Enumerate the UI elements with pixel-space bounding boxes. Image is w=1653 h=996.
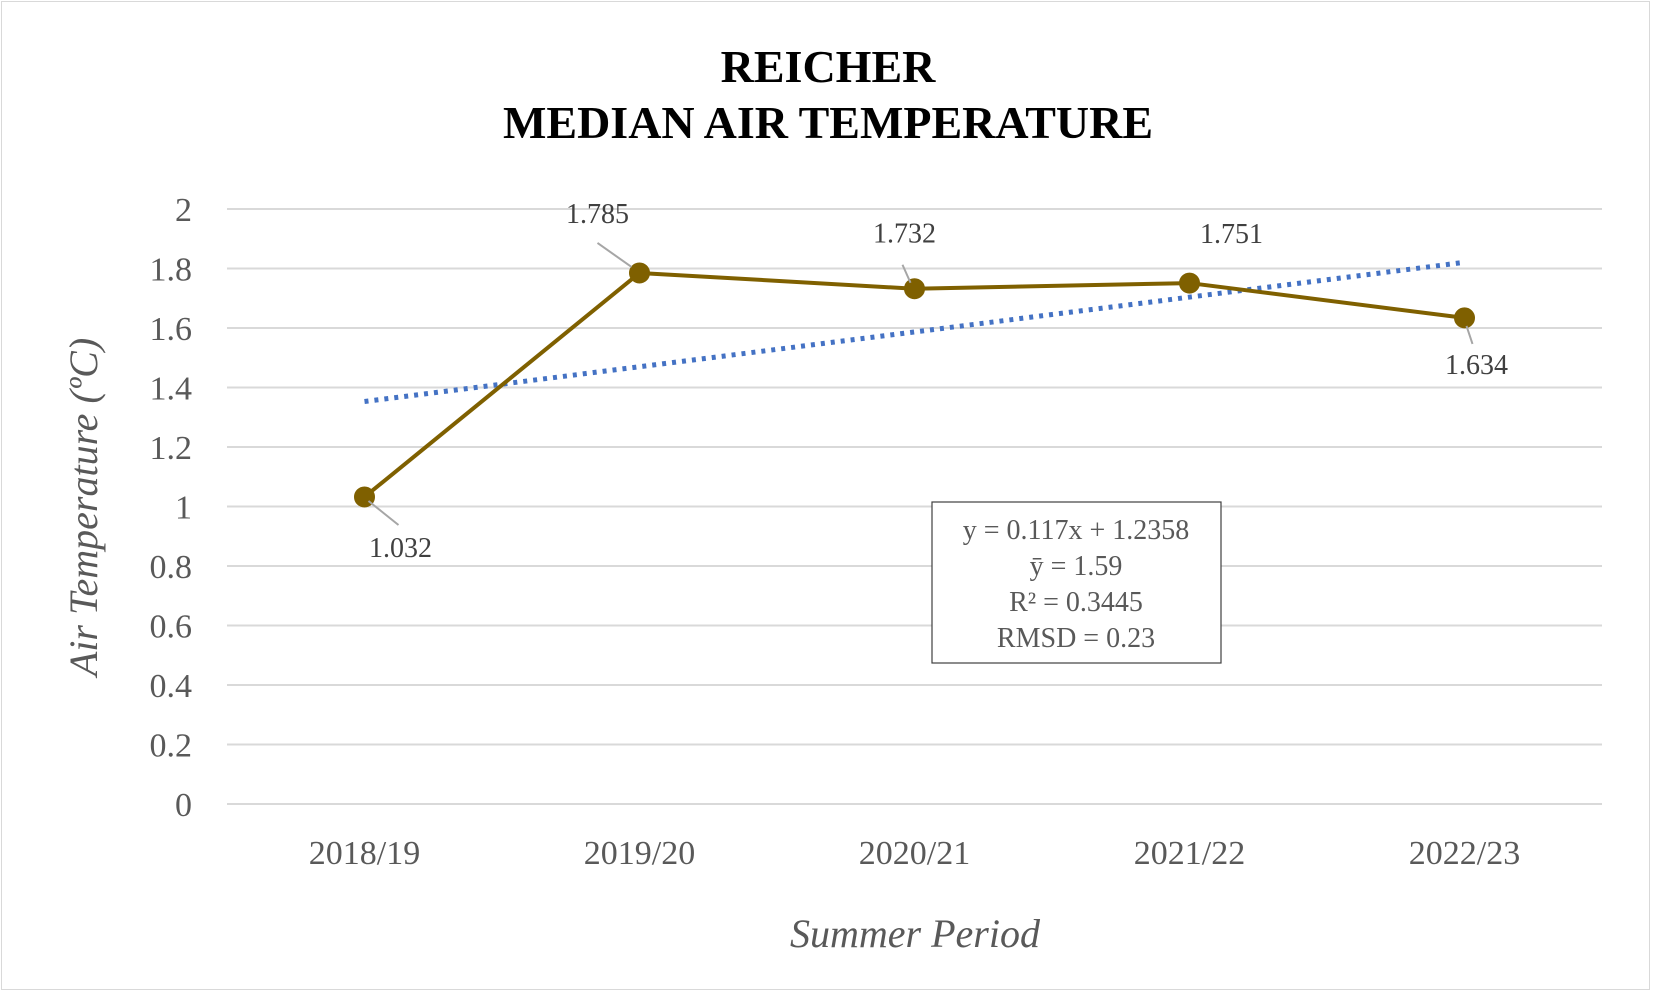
stats-equation: y = 0.117x + 1.2358 xyxy=(963,515,1190,546)
data-label: 1.032 xyxy=(369,533,432,564)
trendline-group xyxy=(364,259,1465,405)
chart-title-line-2: MEDIAN AIR TEMPERATURE xyxy=(503,97,1153,148)
y-tick-label: 1 xyxy=(175,490,192,527)
x-tick-label: 2020/21 xyxy=(859,835,970,872)
data-point xyxy=(1179,272,1200,294)
y-axis-ticks: 0 0.2 0.4 0.6 0.8 1 1.2 1.4 1.6 1.8 2 xyxy=(150,192,193,824)
x-tick-label: 2021/22 xyxy=(1134,835,1245,872)
y-tick-label: 1.6 xyxy=(150,311,193,348)
y-tick-label: 0.4 xyxy=(150,668,193,705)
stats-box-border xyxy=(931,501,1222,664)
stats-rmsd: RMSD = 0.23 xyxy=(997,623,1155,654)
y-tick-label: 0.6 xyxy=(150,609,193,646)
leader-line xyxy=(1465,325,1474,345)
data-label: 1.634 xyxy=(1445,350,1508,381)
series-group xyxy=(354,262,1475,508)
leader-line xyxy=(901,264,912,284)
y-tick-label: 1.8 xyxy=(150,252,193,289)
gridlines xyxy=(227,208,1602,805)
y-tick-label: 0.2 xyxy=(150,728,193,765)
series-line xyxy=(363,270,1465,499)
stats-box: y = 0.117x + 1.2358 ȳ = 1.59 R² = 0.3445… xyxy=(931,501,1222,664)
data-label: 1.785 xyxy=(566,199,629,230)
data-labels-group: 1.032 1.785 1.732 1.751 1.634 xyxy=(367,199,1508,564)
y-tick-label: 2 xyxy=(175,192,192,229)
data-label: 1.732 xyxy=(873,219,936,250)
x-axis-ticks: 2018/19 2019/20 2020/21 2021/22 2022/23 xyxy=(309,835,1520,872)
x-axis-title: Summer Period xyxy=(790,911,1041,956)
x-tick-label: 2022/23 xyxy=(1409,835,1520,872)
y-axis-title: Air Temperature (ºC) xyxy=(61,338,106,679)
y-tick-label: 1.2 xyxy=(150,430,193,467)
y-tick-label: 1.4 xyxy=(150,371,193,408)
y-tick-label: 0 xyxy=(175,787,192,824)
stats-mean: ȳ = 1.59 xyxy=(1030,551,1123,582)
data-point xyxy=(629,262,650,284)
chart-title-line-1: REICHER xyxy=(721,41,936,92)
trendline xyxy=(364,259,1465,405)
leader-line xyxy=(367,500,400,526)
data-label: 1.751 xyxy=(1200,219,1263,250)
data-point xyxy=(904,278,925,300)
y-tick-label: 0.8 xyxy=(150,549,193,586)
data-point xyxy=(1454,307,1475,329)
x-tick-label: 2019/20 xyxy=(584,835,695,872)
leader-line xyxy=(596,242,633,268)
x-tick-label: 2018/19 xyxy=(309,835,420,872)
stats-r-squared: R² = 0.3445 xyxy=(1009,587,1143,618)
